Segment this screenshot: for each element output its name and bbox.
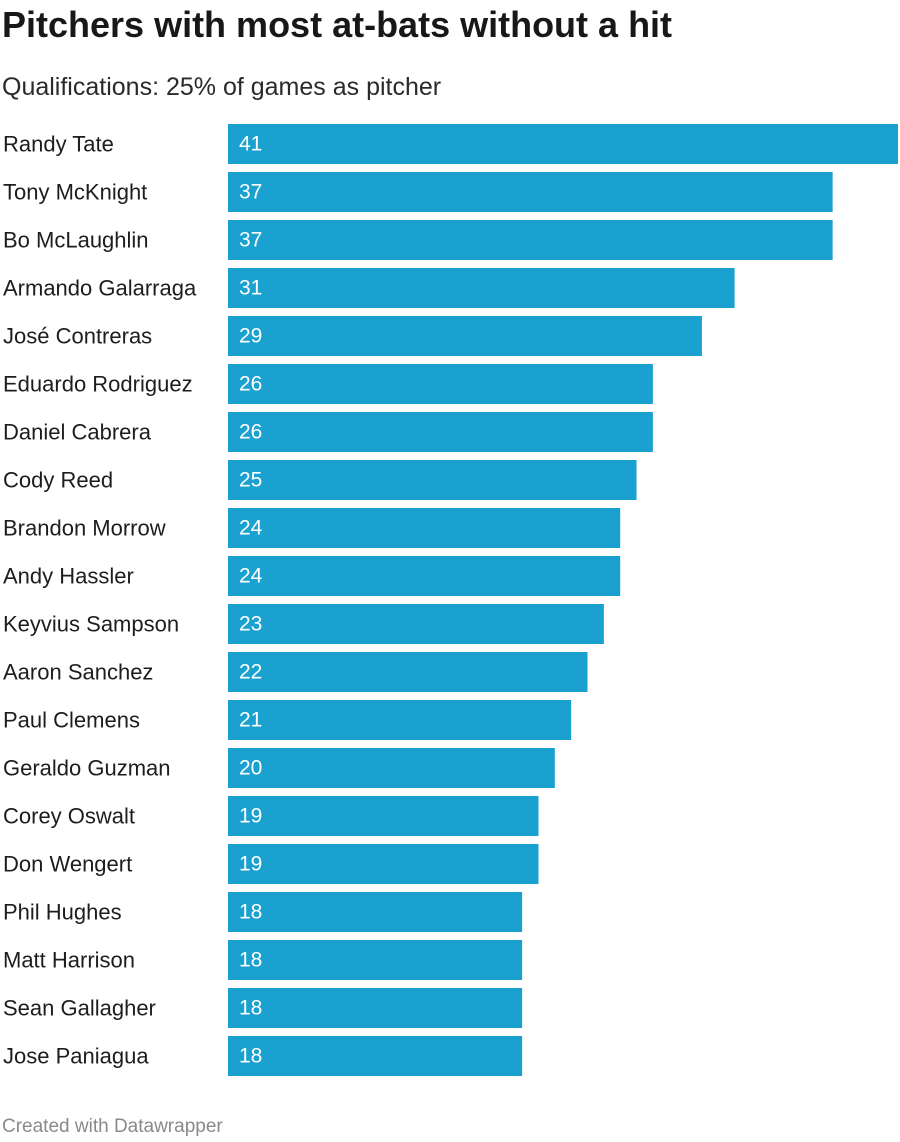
bar-value-label: 18 [239, 901, 262, 924]
bar[interactable] [228, 508, 621, 548]
category-label: Daniel Cabrera [3, 420, 152, 445]
bar[interactable] [228, 316, 702, 356]
bar[interactable] [228, 460, 637, 500]
bar[interactable] [228, 844, 539, 884]
category-label: Aaron Sanchez [3, 660, 153, 685]
category-label: Bo McLaughlin [3, 228, 149, 253]
chart-subtitle: Qualifications: 25% of games as pitcher [2, 73, 442, 101]
category-label: José Contreras [3, 324, 152, 349]
bar-row: Randy Tate 41 [3, 124, 898, 164]
bar-row: Andy Hassler 24 [3, 556, 621, 596]
chart-title: Pitchers with most at-bats without a hit [2, 4, 673, 45]
bar-value-label: 22 [239, 661, 262, 684]
category-label: Armando Galarraga [3, 276, 197, 301]
bar-row: Eduardo Rodriguez 26 [3, 364, 653, 404]
bar-row: Keyvius Sampson 23 [3, 604, 604, 644]
bar-row: Matt Harrison 18 [3, 940, 523, 980]
bar-value-label: 26 [239, 421, 262, 444]
category-label: Paul Clemens [3, 708, 140, 733]
bar-row: Bo McLaughlin 37 [3, 220, 833, 260]
bar-row: Phil Hughes 18 [3, 892, 523, 932]
bar-row: Paul Clemens 21 [3, 700, 572, 740]
bar-value-label: 19 [239, 805, 262, 828]
bar-value-label: 24 [239, 517, 263, 540]
category-label: Phil Hughes [3, 900, 122, 925]
bar-row: Corey Oswalt 19 [3, 796, 539, 836]
bar-value-label: 41 [239, 133, 262, 156]
bar-row: Tony McKnight 37 [3, 172, 833, 212]
bar-value-label: 31 [239, 277, 262, 300]
bar-row: Daniel Cabrera 26 [3, 412, 653, 452]
bar-row: Geraldo Guzman 20 [3, 748, 555, 788]
bar-value-label: 37 [239, 181, 262, 204]
bar[interactable] [228, 364, 653, 404]
bar[interactable] [228, 892, 523, 932]
category-label: Andy Hassler [3, 564, 134, 589]
category-label: Jose Paniagua [3, 1044, 149, 1069]
bar[interactable] [228, 268, 735, 308]
category-label: Geraldo Guzman [3, 756, 171, 781]
bar-value-label: 19 [239, 853, 262, 876]
bar-row: Cody Reed 25 [3, 460, 637, 500]
bar-value-label: 20 [239, 757, 262, 780]
bar-value-label: 29 [239, 325, 262, 348]
category-label: Keyvius Sampson [3, 612, 179, 637]
bar[interactable] [228, 652, 588, 692]
bar-row: Don Wengert 19 [3, 844, 539, 884]
bar-row: José Contreras 29 [3, 316, 702, 356]
bar[interactable] [228, 1036, 523, 1076]
bar[interactable] [228, 748, 555, 788]
bar[interactable] [228, 796, 539, 836]
bar-value-label: 18 [239, 949, 262, 972]
category-label: Corey Oswalt [3, 804, 135, 829]
bar-row: Aaron Sanchez 22 [3, 652, 588, 692]
category-label: Don Wengert [3, 852, 132, 877]
bar-value-label: 25 [239, 469, 262, 492]
bar[interactable] [228, 988, 523, 1028]
bar-value-label: 26 [239, 373, 262, 396]
bar-row: Jose Paniagua 18 [3, 1036, 523, 1076]
bar[interactable] [228, 124, 898, 164]
bar-row: Sean Gallagher 18 [3, 988, 523, 1028]
bar-value-label: 37 [239, 229, 262, 252]
bar-value-label: 23 [239, 613, 262, 636]
category-label: Eduardo Rodriguez [3, 372, 193, 397]
bar-value-label: 21 [239, 709, 262, 732]
bar-row: Brandon Morrow 24 [3, 508, 621, 548]
bar-value-label: 24 [239, 565, 263, 588]
category-label: Matt Harrison [3, 948, 135, 973]
bar[interactable] [228, 604, 604, 644]
bar[interactable] [228, 940, 523, 980]
bar-value-label: 18 [239, 997, 262, 1020]
bar-value-label: 18 [239, 1045, 262, 1068]
category-label: Tony McKnight [3, 180, 147, 205]
category-label: Sean Gallagher [3, 996, 156, 1021]
category-label: Randy Tate [3, 132, 114, 157]
bar-row: Armando Galarraga 31 [3, 268, 735, 308]
category-label: Brandon Morrow [3, 516, 166, 541]
category-label: Cody Reed [3, 468, 113, 493]
bar[interactable] [228, 700, 572, 740]
bar[interactable] [228, 220, 833, 260]
bar[interactable] [228, 412, 653, 452]
credit-footer[interactable]: Created with Datawrapper [2, 1116, 223, 1137]
bar[interactable] [228, 556, 621, 596]
bar[interactable] [228, 172, 833, 212]
